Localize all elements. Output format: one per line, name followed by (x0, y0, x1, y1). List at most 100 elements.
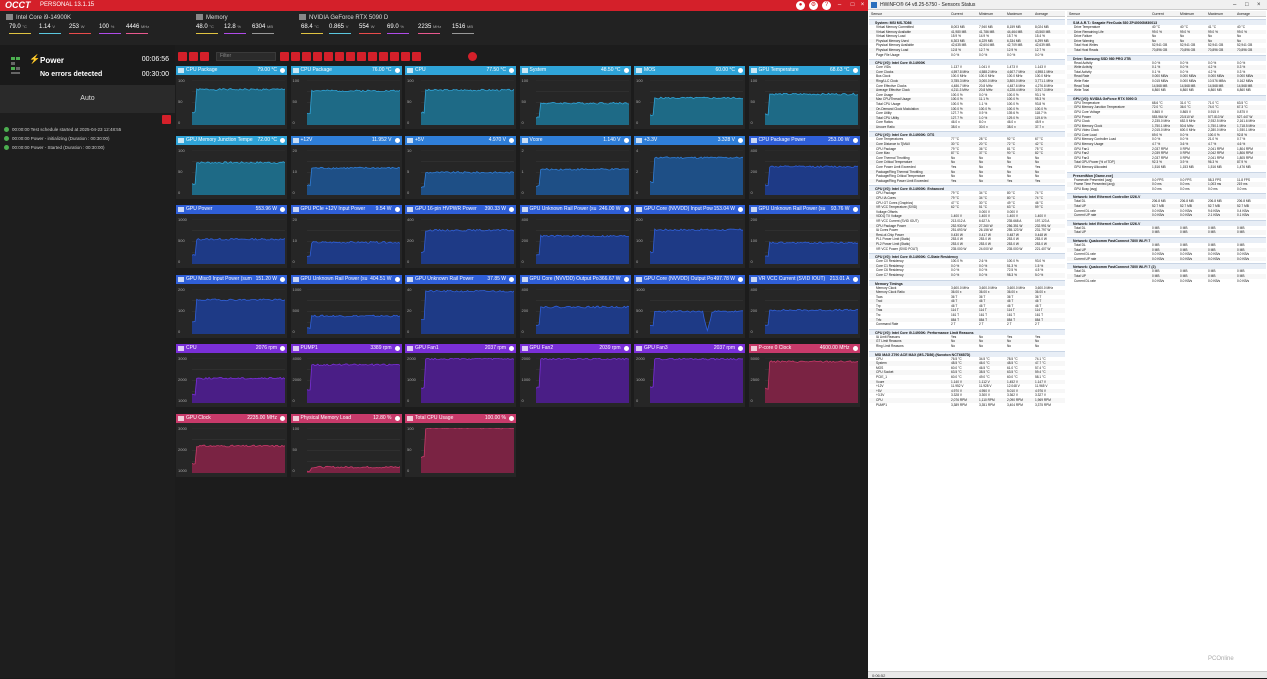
maximize-button[interactable]: □ (1245, 2, 1249, 8)
sensor-graph-tile[interactable]: GPU Fan2 2039 rpm 2000 1000 0 (519, 344, 631, 407)
tile-menu-icon[interactable] (394, 276, 400, 282)
sensor-row[interactable]: Total Host Writes 52,941 GB 52,941 GB 52,94… (1067, 43, 1266, 48)
sensor-row[interactable]: Total DL 0 MB 0 MB 0 MB 0 MB (1067, 269, 1266, 274)
sensor-row[interactable]: GPU Core Load 69.0 % 0.0 % 100.0 % 92.8 % (1067, 132, 1266, 138)
fan-filter-icon[interactable] (324, 52, 333, 61)
sensor-row[interactable]: CPU GT Cores (Graphics) 47 °C 30 °C 49 °C 46… (869, 201, 1065, 206)
sensor-row[interactable]: CPU Socket 63.5 °C 38.5 °C 63.5 °C 59.4 °C (869, 370, 1065, 375)
voltage-filter-icon[interactable] (291, 52, 300, 61)
sensor-row[interactable]: CPU Package 79 °C 34 °C 80 °C 74 °C (869, 191, 1065, 196)
sensor-row[interactable]: Trc 161 T 161 T 161 T 161 T (869, 313, 1065, 318)
sensor-graph-tile[interactable]: CPU 2076 rpm 3000 2000 1000 (176, 344, 287, 407)
sensor-row[interactable]: GPU Memory Junction Temperature 72.0 °C 36… (1067, 105, 1266, 110)
sensor-row[interactable]: IA Cores Power 251.693 W 26.156 W 255.123 W… (869, 228, 1065, 233)
sensor-row[interactable]: Current DL rate 0.0 KB/s 0.0 KB/s 0.0 KB/s 0… (1067, 252, 1266, 257)
sensor-row[interactable]: GPU Memory Clock 1,750.1 MHz 50.6 MHz 1,750… (1067, 123, 1266, 129)
sensor-graph-tile[interactable]: CPU Package 76.00 °C 100 50 0 (290, 66, 402, 129)
sensor-graph-tile[interactable]: GPU Core (NVVDD) Output Po 497.78 W 1000 50… (634, 274, 745, 338)
mode-selector[interactable]: Auto (0, 85, 175, 113)
sensor-graph-tile[interactable]: +12V 11.952 V 20 10 0 (290, 135, 402, 199)
column-header[interactable]: Sensor (1069, 12, 1081, 16)
column-header[interactable]: Sensor (871, 12, 883, 16)
sensor-row[interactable]: GPU Memory Allocated 1,516 MB 1,153 MB 1,51… (1067, 165, 1266, 170)
tile-menu-icon[interactable] (394, 207, 400, 212)
sensor-row[interactable]: On-Demand Clock Modulation 100.0 % 100.0 %… (869, 106, 1065, 112)
sensor-row[interactable]: +12V 11.952 V 11.928 V 12.048 V 11.965 V (869, 384, 1065, 389)
tile-menu-icon[interactable] (623, 137, 629, 143)
maximize-button[interactable]: □ (850, 2, 855, 8)
sensor-row[interactable]: Core Thermal Throttling No No No No (869, 156, 1065, 161)
tile-menu-icon[interactable] (280, 137, 285, 143)
sensor-row[interactable]: Current UP rate 0.0 KB/s 0.0 KB/s 0.0 KB/s 0… (1067, 256, 1266, 262)
usage-filter-icon[interactable] (346, 52, 355, 61)
column-header[interactable]: Average (1035, 12, 1048, 16)
sensor-row[interactable]: Core Critical Temperature No No No No (869, 160, 1065, 166)
sensor-row[interactable]: Core C6 Residency 0.0 % 0.0 % 72.5 % 4.5 % (869, 268, 1065, 273)
sensor-row[interactable]: IA Limit Reasons Yes No Yes Yes (869, 335, 1065, 340)
tile-menu-icon[interactable] (509, 346, 514, 351)
sensor-group-header[interactable]: GPU [#0]: NVIDIA GeForce RTX 5090 D (1067, 94, 1266, 101)
sensor-row[interactable]: Drive Remaining Life 99.0 % 99.0 % 99.0 % 99… (1067, 29, 1266, 35)
tile-menu-icon[interactable] (394, 415, 400, 421)
sensor-group-header[interactable]: Memory Timings (869, 279, 1065, 286)
tile-menu-icon[interactable] (852, 207, 858, 212)
sensor-row[interactable]: MOS 60.0 °C 46.5 °C 61.0 °C 57.4 °C (869, 366, 1065, 371)
tile-menu-icon[interactable] (394, 346, 400, 351)
tile-menu-icon[interactable] (509, 137, 514, 143)
other-filter-icon[interactable] (368, 52, 377, 61)
sensor-row[interactable]: Read Activity 0.0 % 0.0 % 0.0 % 0.0 % (1067, 61, 1266, 66)
tile-menu-icon[interactable] (280, 276, 285, 282)
reset-icon[interactable] (468, 52, 477, 61)
sensor-row[interactable]: Vcore 1.140 V 1.112 V 1.452 V 1.147 V (869, 379, 1065, 385)
sensor-row[interactable]: Bus Clock 100.0 MHz 100.0 MHz 100.0 MHz 100.… (869, 74, 1065, 79)
sensor-row[interactable]: Total DL 0 MB 0 MB 0 MB 0 MB (1067, 243, 1266, 248)
sensor-row[interactable]: Physical Memory Load 12.8 % 12.7 % 12.9 % 12… (869, 47, 1065, 53)
sensor-row[interactable]: GPU Temperature 68.6 °C 31.0 °C 71.0 °C 63.5… (1067, 101, 1266, 106)
tile-menu-icon[interactable] (852, 276, 858, 282)
sensor-group-header[interactable]: MSI MAG Z790 ACE MAX (MS-7D86) (Nuvoton … (869, 350, 1065, 357)
sensor-group-header[interactable]: Network: Qualcomm FastConnect 7800 Wi-Fi… (1067, 236, 1266, 243)
sensor-row[interactable]: Ring Limit Reasons No No No No (869, 344, 1065, 349)
tile-menu-icon[interactable] (280, 207, 285, 212)
close-button[interactable]: × (860, 2, 865, 8)
pin-filter-icon[interactable] (379, 52, 388, 61)
sensor-graph-tile[interactable]: GPU Temperature 68.63 °C 100 50 0 (748, 66, 860, 129)
sensor-row[interactable]: Total UP 0 MB 0 MB 0 MB 0 MB (1067, 273, 1266, 279)
sensor-graph-tile[interactable]: GPU Core (NVVDD) Output Po 366.67 W 400 200… (519, 274, 631, 338)
clock-history-icon[interactable] (390, 52, 399, 61)
sensor-graph-tile[interactable]: P-core 0 Clock 4600.00 MHz 5000 2500 0 (748, 344, 860, 407)
sensor-row[interactable]: Tcas 36 T 36 T 36 T 36 T (869, 295, 1065, 300)
temperature-filter-icon[interactable] (280, 52, 289, 61)
sensor-row[interactable]: Current DL rate 0.0 KB/s 0.0 KB/s 9.6 KB/s 0… (1067, 209, 1266, 214)
sensor-row[interactable]: Physical Memory Available 42,635 MB 42,604… (869, 43, 1065, 48)
sensor-row[interactable]: Total Activity 0.1 % 0.0 % 4.2 % 0.3 % (1067, 70, 1266, 75)
sensor-row[interactable]: Read Rate 0.000 MB/s 0.000 MB/s 0.000 MB/s 0… (1067, 74, 1266, 79)
sensor-row[interactable]: VR VCC Power (SVID POUT) 235.000 W 24.000 … (869, 247, 1065, 252)
tile-menu-icon[interactable] (623, 346, 629, 351)
sensor-graph-tile[interactable]: GPU Fan1 2037 rpm 2000 1000 0 (405, 344, 516, 407)
sensor-row[interactable]: System 48.5 °C 46.0 °C 48.5 °C 47.7 °C (869, 361, 1065, 366)
layout-grid-icon[interactable] (178, 52, 187, 61)
tile-menu-icon[interactable] (852, 137, 858, 143)
sensor-graph-tile[interactable]: Total CPU Usage 100.00 % 100 50 0 (405, 413, 516, 477)
sensor-row[interactable]: Trcd 46 T 46 T 46 T 46 T (869, 299, 1065, 304)
sensor-graph-tile[interactable]: +3.3V 3.328 V 4 2 0 (634, 135, 745, 199)
sensor-group-header[interactable]: CPU [#0]: Intel Core i9-14900K: DTS (869, 131, 1065, 138)
sensor-row[interactable]: VDDQ TX Voltage 1.400 V 1.400 V 1.400 V 1.40… (869, 214, 1065, 219)
sensor-row[interactable]: Total Host Reads 70,896 GB 70,896 GB 70,896… (1067, 47, 1266, 53)
sensor-row[interactable]: Tras 114 T 114 T 114 T 114 T (869, 308, 1065, 314)
sensor-row[interactable]: VR VCC Temperature (SVID) 62 °C 51 °C 63 °C… (869, 205, 1065, 210)
sensor-row[interactable]: GPU Video Clock 2,015.0 MHz 600.0 MHz 2,280… (1067, 128, 1266, 133)
sensor-row[interactable]: Drive Failure No No No No (1067, 34, 1266, 39)
sensor-graph-tile[interactable]: PUMP1 3389 rpm 4000 2000 0 (290, 344, 402, 407)
tile-menu-icon[interactable] (509, 276, 514, 282)
sensor-graph-tile[interactable]: GPU Unknown Rail Power (su 93.76 W 200 100 0 (748, 205, 860, 268)
current-filter-icon[interactable] (313, 52, 322, 61)
sensor-row[interactable]: Voltage Offsets 0.000 V 0.000 V (869, 210, 1065, 215)
sensor-graph-tile[interactable]: GPU Unknown Rail Power (su 246.00 W 400 200… (519, 205, 631, 268)
sensor-row[interactable]: Package/Ring Power Limit Exceeded Yes No Ye… (869, 178, 1065, 184)
sensor-row[interactable]: Page File Usage 0.0 % 0.0 % 0.0 % 0.0 % (869, 53, 1065, 58)
sensor-graph-tile[interactable]: GPU 16-pin HVPWR Power 390.33 W 400 200 0 (405, 205, 516, 268)
power-filter-icon[interactable] (302, 52, 311, 61)
sensor-row[interactable]: Write Rate 0.015 MB/s 0.000 MB/s 10.576 MB/… (1067, 79, 1266, 84)
